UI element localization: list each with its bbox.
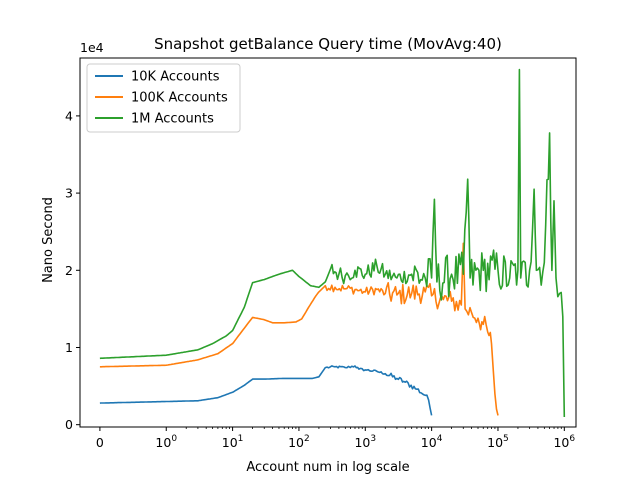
legend-box bbox=[86, 63, 241, 133]
y-axis-label: Nano Second bbox=[41, 197, 56, 283]
y-tick-label: 0 bbox=[65, 417, 73, 432]
legend-label-10k: 10K Accounts bbox=[131, 70, 220, 85]
x-tick-label: 103 bbox=[354, 434, 376, 450]
x-tick-label: 106 bbox=[553, 434, 575, 450]
chart-title: Snapshot getBalance Query time (MovAvg:4… bbox=[154, 35, 502, 53]
series-line-2 bbox=[99, 68, 566, 418]
series-line-0 bbox=[99, 365, 433, 416]
x-tick-label: 101 bbox=[222, 434, 244, 450]
y-tick-label: 1 bbox=[65, 340, 73, 355]
series-line-1 bbox=[99, 242, 499, 416]
x-tick-label: 105 bbox=[487, 434, 509, 450]
x-ticks: 0 100 101 102 103 104 105 106 bbox=[96, 427, 575, 450]
y-tick-label: 2 bbox=[65, 263, 73, 278]
legend-label-100k: 100K Accounts bbox=[131, 91, 228, 106]
y-tick-label: 3 bbox=[65, 186, 73, 201]
legend-label-1m: 1M Accounts bbox=[131, 112, 214, 127]
x-axis-label: Account num in log scale bbox=[246, 460, 409, 475]
y-tick-label: 4 bbox=[65, 108, 73, 123]
y-offset-label: 1e4 bbox=[80, 40, 104, 55]
y-ticks: 0 1 2 3 4 bbox=[65, 108, 80, 432]
x-tick-label: 0 bbox=[96, 435, 104, 450]
x-tick-label: 104 bbox=[421, 434, 443, 450]
x-tick-label: 100 bbox=[155, 434, 177, 450]
plot-frame bbox=[79, 57, 577, 428]
x-tick-label: 102 bbox=[288, 434, 310, 450]
series-lines bbox=[99, 68, 566, 418]
legend: 10K Accounts 100K Accounts 1M Accounts bbox=[86, 63, 241, 133]
